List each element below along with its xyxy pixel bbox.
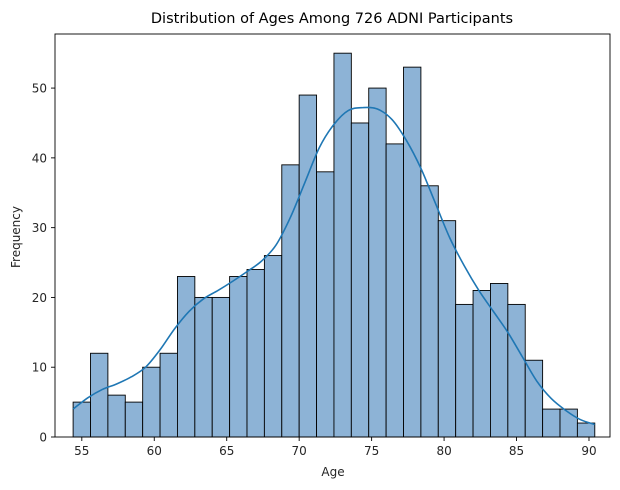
- chart-title: Distribution of Ages Among 726 ADNI Part…: [151, 11, 513, 27]
- y-axis-ticks: 0 10 20 30 40 50: [32, 82, 55, 445]
- histogram-bar: [107, 394, 126, 438]
- x-tick-label: 65: [219, 444, 234, 458]
- histogram-bar: [507, 303, 526, 438]
- x-tick-label: 85: [509, 444, 524, 458]
- x-tick-label: 75: [364, 444, 379, 458]
- y-tick-label: 20: [32, 291, 47, 305]
- histogram-bar: [229, 276, 248, 438]
- y-tick-label: 30: [32, 221, 47, 235]
- histogram-bar: [455, 303, 474, 438]
- histogram-bar: [490, 283, 509, 438]
- y-axis-label: Frequency: [9, 206, 23, 268]
- histogram-bar: [176, 276, 196, 438]
- y-tick-label: 10: [32, 361, 47, 375]
- y-tick-label: 50: [32, 82, 47, 96]
- histogram-bar: [263, 255, 283, 438]
- histogram-bar: [316, 171, 335, 438]
- histogram-bar: [368, 87, 387, 438]
- histogram-bar: [524, 359, 544, 438]
- plot-frame: [54, 33, 611, 438]
- histogram-bar: [281, 164, 300, 438]
- x-tick-label: 60: [147, 444, 162, 458]
- bars-group: [72, 52, 596, 438]
- histogram-bar: [542, 408, 561, 438]
- y-tick-label: 40: [32, 151, 47, 165]
- histogram-bar: [194, 296, 213, 438]
- x-tick-label: 90: [581, 444, 596, 458]
- histogram-bar: [142, 366, 161, 438]
- histogram-bar: [403, 66, 422, 438]
- histogram-bar: [576, 422, 596, 438]
- x-tick-label: 80: [436, 444, 451, 458]
- histogram-bar: [472, 290, 491, 438]
- histogram-bar: [159, 352, 178, 438]
- x-tick-label: 70: [292, 444, 307, 458]
- histogram-bar: [437, 220, 457, 438]
- y-tick-label: 0: [39, 431, 47, 445]
- histogram-bar: [124, 401, 144, 438]
- x-axis-ticks: 55 60 65 70 75 80 85 90: [74, 437, 597, 458]
- histogram-bar: [246, 269, 265, 438]
- histogram-bar: [350, 122, 370, 438]
- histogram-bar: [298, 94, 318, 438]
- x-tick-label: 55: [74, 444, 89, 458]
- histogram-bar: [385, 143, 404, 438]
- kde-curve: [72, 106, 596, 426]
- histogram-bar: [420, 185, 439, 438]
- histogram-bar: [211, 296, 231, 438]
- x-axis-label: Age: [321, 465, 344, 479]
